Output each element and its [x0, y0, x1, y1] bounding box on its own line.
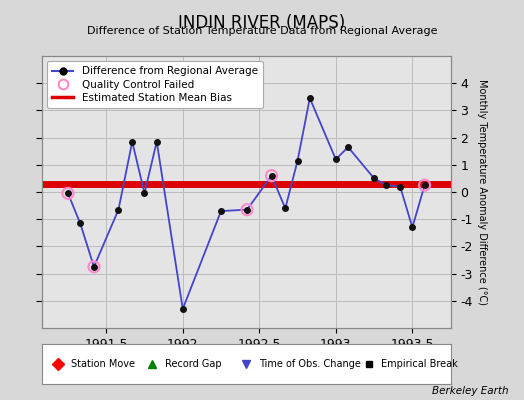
Point — [420, 182, 429, 188]
Text: Station Move: Station Move — [71, 359, 135, 369]
Text: Record Gap: Record Gap — [165, 359, 221, 369]
Text: INDIN RIVER (MAPS): INDIN RIVER (MAPS) — [178, 14, 346, 32]
Point — [267, 172, 276, 179]
Point — [243, 206, 251, 213]
Text: Empirical Break: Empirical Break — [381, 359, 458, 369]
Point — [64, 190, 72, 196]
Point — [90, 264, 98, 270]
Text: Berkeley Earth: Berkeley Earth — [432, 386, 508, 396]
Text: Time of Obs. Change: Time of Obs. Change — [258, 359, 361, 369]
Y-axis label: Monthly Temperature Anomaly Difference (°C): Monthly Temperature Anomaly Difference (… — [477, 79, 487, 305]
Text: Difference of Station Temperature Data from Regional Average: Difference of Station Temperature Data f… — [87, 26, 437, 36]
Legend: Difference from Regional Average, Quality Control Failed, Estimated Station Mean: Difference from Regional Average, Qualit… — [47, 61, 263, 108]
